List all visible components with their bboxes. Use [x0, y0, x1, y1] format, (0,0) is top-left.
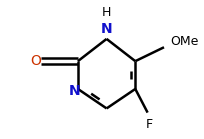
- Text: N: N: [69, 84, 80, 98]
- Text: O: O: [30, 54, 41, 68]
- Text: OMe: OMe: [169, 35, 197, 48]
- Text: H: H: [101, 6, 111, 19]
- Text: N: N: [100, 22, 112, 36]
- Text: F: F: [145, 118, 152, 131]
